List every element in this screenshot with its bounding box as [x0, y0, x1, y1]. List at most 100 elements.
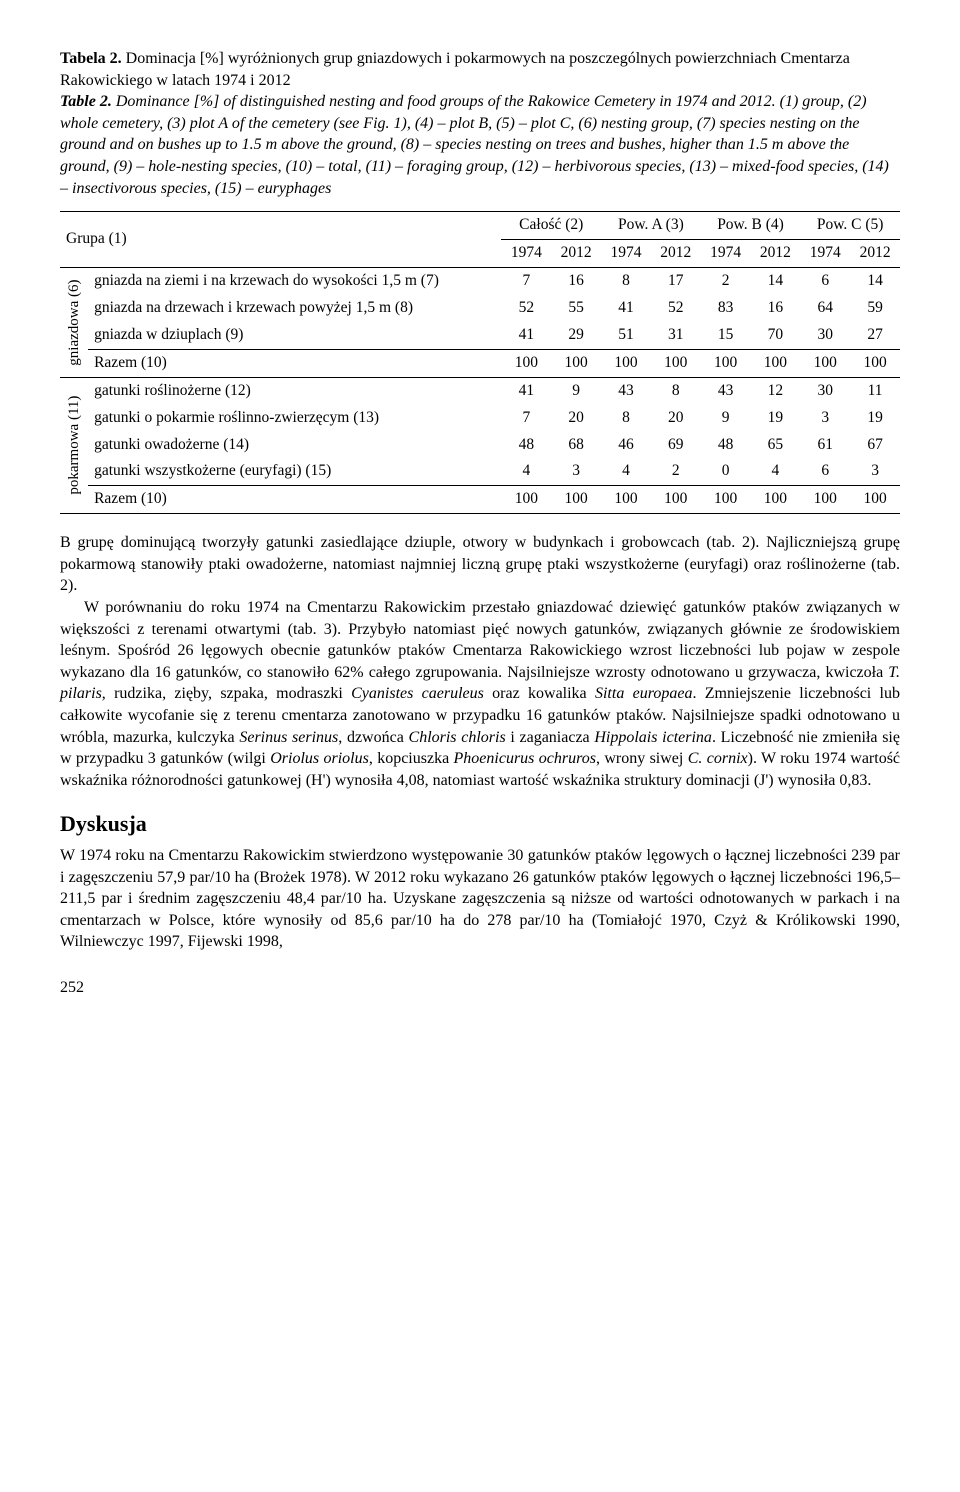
cell: 100: [800, 349, 850, 377]
cell: 100: [701, 349, 751, 377]
discussion-heading: Dyskusja: [60, 809, 900, 839]
cell: 20: [551, 405, 601, 432]
cell: 9: [551, 377, 601, 404]
cell: 100: [701, 486, 751, 514]
cell: 48: [501, 432, 551, 459]
cell: 8: [601, 268, 651, 295]
year-cell: 2012: [651, 240, 701, 268]
cell: 100: [501, 486, 551, 514]
cell: 52: [651, 295, 701, 322]
cell: 100: [850, 349, 900, 377]
cell: 61: [800, 432, 850, 459]
row-label: gatunki owadożerne (14): [88, 432, 501, 459]
cell: 52: [501, 295, 551, 322]
cell: 6: [800, 268, 850, 295]
cell: 100: [800, 486, 850, 514]
cell: 100: [551, 349, 601, 377]
cell: 29: [551, 322, 601, 349]
cell: 16: [551, 268, 601, 295]
col-header-c: Pow. C (5): [800, 212, 900, 240]
cell: 100: [751, 486, 801, 514]
cell: 6: [800, 458, 850, 485]
cell: 41: [601, 295, 651, 322]
page-number: 252: [60, 977, 900, 999]
table-row: gatunki owadożerne (14) 48 68 46 69 48 6…: [60, 432, 900, 459]
cell: 8: [601, 405, 651, 432]
cell: 4: [501, 458, 551, 485]
cell: 30: [800, 322, 850, 349]
cell: 70: [751, 322, 801, 349]
year-cell: 1974: [800, 240, 850, 268]
p2-seg: , wrony siwej: [596, 750, 688, 767]
cell: 100: [601, 349, 651, 377]
table-row: gniazda na drzewach i krzewach powyżej 1…: [60, 295, 900, 322]
table-caption: Tabela 2. Dominacja [%] wyróżnionych gru…: [60, 48, 900, 199]
cell: 16: [751, 295, 801, 322]
p2-seg: W porównaniu do roku 1974 na Cmentarzu R…: [60, 599, 900, 681]
year-cell: 1974: [501, 240, 551, 268]
table-row: gatunki wszystkożerne (euryfagi) (15) 4 …: [60, 458, 900, 485]
cell: 83: [701, 295, 751, 322]
cell: 100: [651, 349, 701, 377]
table-row: gatunki o pokarmie roślinno-zwierzęcym (…: [60, 405, 900, 432]
cell: 46: [601, 432, 651, 459]
cell: 43: [701, 377, 751, 404]
row-label: gatunki roślinożerne (12): [88, 377, 501, 404]
p2-seg: , dzwońca: [338, 729, 408, 746]
row-label: gatunki o pokarmie roślinno-zwierzęcym (…: [88, 405, 501, 432]
p2-seg: , rudzika, zięby, szpaka, modraszki: [102, 685, 351, 702]
cell: 3: [551, 458, 601, 485]
table-row: gniazda w dziuplach (9) 41 29 51 31 15 7…: [60, 322, 900, 349]
row-label: gatunki wszystkożerne (euryfagi) (15): [88, 458, 501, 485]
col-header-b: Pow. B (4): [701, 212, 801, 240]
species-italic: Sitta europaea: [595, 685, 692, 702]
cell: 14: [850, 268, 900, 295]
nesting-group-label: gniazdowa (6): [60, 268, 88, 378]
cell: 30: [800, 377, 850, 404]
cell: 7: [501, 405, 551, 432]
species-italic: C. cornix: [688, 750, 748, 767]
cell: 20: [651, 405, 701, 432]
species-italic: Oriolus oriolus: [270, 750, 369, 767]
cell: 14: [751, 268, 801, 295]
p2-seg: i zaganiacza: [506, 729, 595, 746]
food-group-label: pokarmowa (11): [60, 377, 88, 514]
body-paragraph-1: B grupę dominującą tworzyły gatunki zasi…: [60, 532, 900, 597]
row-label: gniazda na ziemi i na krzewach do wysoko…: [88, 268, 501, 295]
cell: 4: [751, 458, 801, 485]
caption-title-en: Dominance [%] of distinguished nesting a…: [60, 93, 889, 196]
table-row: Razem (10) 100 100 100 100 100 100 100 1…: [60, 486, 900, 514]
cell: 64: [800, 295, 850, 322]
p2-seg: oraz kowalika: [484, 685, 595, 702]
cell: 19: [751, 405, 801, 432]
cell: 27: [850, 322, 900, 349]
year-cell: 1974: [601, 240, 651, 268]
caption-label-en: Table 2.: [60, 93, 112, 110]
cell: 48: [701, 432, 751, 459]
year-cell: 1974: [701, 240, 751, 268]
cell: 41: [501, 377, 551, 404]
cell: 3: [800, 405, 850, 432]
cell: 41: [501, 322, 551, 349]
cell: 100: [551, 486, 601, 514]
cell: 51: [601, 322, 651, 349]
body-paragraph-2: W porównaniu do roku 1974 na Cmentarzu R…: [60, 597, 900, 791]
cell: 11: [850, 377, 900, 404]
cell: 3: [850, 458, 900, 485]
table-row: Razem (10) 100 100 100 100 100 100 100 1…: [60, 349, 900, 377]
cell: 100: [850, 486, 900, 514]
cell: 7: [501, 268, 551, 295]
year-cell: 2012: [850, 240, 900, 268]
cell: 2: [701, 268, 751, 295]
cell: 100: [751, 349, 801, 377]
cell: 12: [751, 377, 801, 404]
species-italic: Hippolais icterina: [594, 729, 712, 746]
cell: 17: [651, 268, 701, 295]
cell: 43: [601, 377, 651, 404]
dominance-table: Grupa (1) Całość (2) Pow. A (3) Pow. B (…: [60, 211, 900, 514]
cell: 19: [850, 405, 900, 432]
row-label: gniazda w dziuplach (9): [88, 322, 501, 349]
col-header-a: Pow. A (3): [601, 212, 701, 240]
cell: 15: [701, 322, 751, 349]
caption-label-pl: Tabela 2.: [60, 50, 122, 67]
